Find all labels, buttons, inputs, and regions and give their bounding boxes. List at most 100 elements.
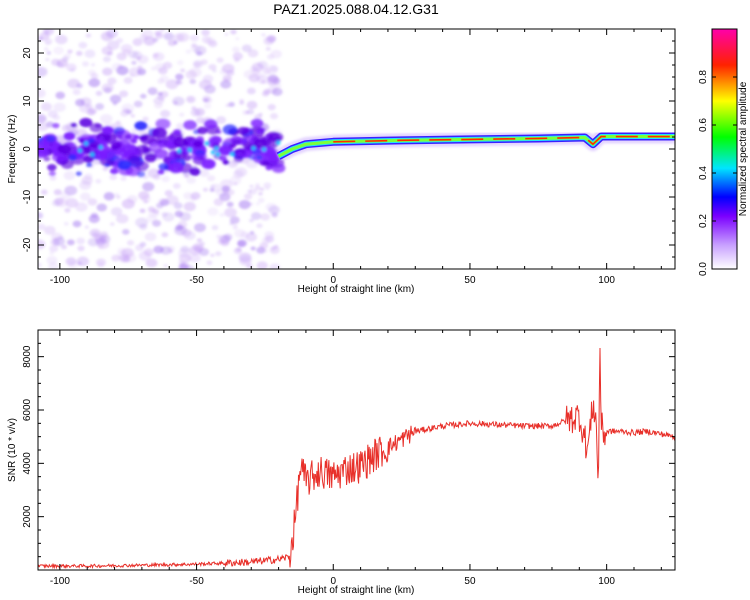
noise-blob	[145, 258, 158, 268]
noise-blob	[109, 94, 122, 104]
noise-blob	[46, 51, 52, 55]
noise-blob	[208, 63, 217, 71]
noise-blob	[190, 108, 201, 117]
noise-blob	[84, 49, 96, 59]
noise-blob	[269, 65, 279, 72]
noise-blob	[124, 253, 137, 263]
noise-blob	[135, 217, 149, 228]
signal-core	[333, 135, 675, 145]
noise-blob	[116, 213, 129, 224]
noise-band-blob	[48, 170, 56, 177]
noise-band-blob	[250, 118, 264, 128]
noise-blob	[250, 212, 262, 221]
spectrogram-ytick-label: 20	[22, 47, 33, 59]
noise-blob	[229, 175, 242, 185]
noise-blob	[153, 245, 164, 254]
noise-blob	[173, 41, 178, 45]
noise-blob	[79, 192, 91, 201]
noise-band-blob	[151, 127, 167, 139]
noise-blob	[221, 63, 235, 74]
noise-blob	[116, 37, 124, 44]
noise-blob	[49, 251, 54, 255]
noise-blob	[176, 60, 184, 66]
noise-blob	[174, 225, 187, 236]
noise-band-blob	[130, 138, 138, 144]
noise-blob	[219, 192, 231, 202]
noise-blob	[95, 103, 105, 111]
noise-blob	[258, 191, 263, 196]
noise-blob	[45, 121, 55, 128]
noise-blob	[40, 189, 48, 195]
noise-blob	[265, 46, 271, 51]
noise-blob	[239, 101, 245, 105]
snr-ylabel: SNR (10 * v/v)	[7, 418, 18, 482]
noise-blob	[147, 87, 158, 95]
noise-blob	[267, 103, 276, 111]
noise-blob	[159, 75, 169, 83]
noise-blob	[53, 102, 66, 113]
noise-blob	[63, 170, 76, 181]
snr-xtick-label: -50	[189, 576, 204, 587]
noise-blob	[129, 73, 135, 78]
noise-blob	[91, 63, 96, 67]
noise-blob	[60, 191, 71, 200]
noise-blob	[206, 260, 213, 266]
noise-blob	[116, 52, 127, 61]
noise-band-blob	[155, 118, 171, 130]
noise-band-blob	[144, 153, 157, 163]
noise-blob	[48, 262, 59, 269]
noise-blob	[161, 232, 169, 238]
noise-blob	[142, 116, 149, 122]
noise-blob	[106, 29, 118, 39]
noise-blob	[185, 70, 197, 80]
noise-blob	[265, 202, 277, 212]
noise-blob	[172, 183, 181, 190]
noise-blob	[131, 60, 137, 65]
noise-blob	[60, 244, 68, 250]
noise-blob	[192, 242, 204, 252]
noise-blob	[101, 83, 114, 93]
snr-ytick-label: 6000	[22, 398, 33, 421]
noise-blob	[203, 103, 212, 109]
spectrogram-ytick-label: -20	[22, 237, 33, 252]
noise-blob	[77, 245, 85, 252]
noise-band-blob	[233, 155, 244, 163]
noise-blob	[224, 32, 229, 36]
snr-ytick-label: 8000	[22, 345, 33, 368]
noise-blob	[144, 232, 157, 242]
noise-hotspot	[83, 141, 89, 146]
noise-band-blob	[194, 152, 207, 162]
noise-blob	[137, 65, 143, 70]
noise-blob	[269, 113, 279, 120]
noise-band-blob	[219, 155, 227, 162]
noise-blob	[221, 185, 231, 193]
noise-band-blob	[94, 123, 102, 128]
noise-blob	[76, 256, 90, 267]
noise-blob	[226, 201, 234, 207]
noise-blob	[191, 43, 197, 48]
noise-band-blob	[248, 155, 256, 160]
noise-blob	[44, 38, 53, 45]
noise-hotspot	[261, 147, 267, 152]
noise-blob	[183, 201, 196, 212]
noise-band-blob	[119, 147, 126, 152]
noise-blob	[85, 33, 92, 38]
noise-hotspot	[215, 151, 220, 157]
spectrogram-xtick-label: 100	[598, 275, 615, 286]
noise-blob	[132, 38, 143, 47]
noise-hotspot	[204, 141, 210, 146]
noise-blob	[81, 61, 90, 67]
noise-blob	[38, 239, 46, 250]
noise-hotspot	[98, 145, 103, 150]
noise-hotspot	[276, 140, 281, 145]
snr-ytick-label: 2000	[22, 505, 33, 528]
noise-blob	[167, 39, 177, 47]
noise-blob	[159, 29, 165, 32]
noise-blob	[256, 261, 268, 269]
noise-blob	[143, 248, 154, 257]
noise-band-blob	[43, 156, 51, 162]
spectrogram-ylabel: Frequency (Hz)	[7, 115, 18, 184]
snr-xtick-label: 0	[330, 576, 336, 587]
snr-ytick-label: 4000	[22, 452, 33, 475]
